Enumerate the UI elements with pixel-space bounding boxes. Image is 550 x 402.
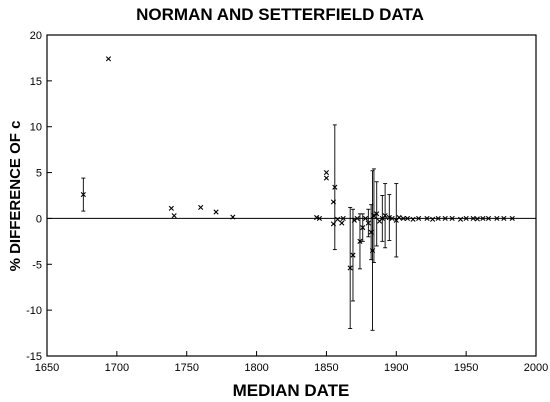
- data-point: [332, 184, 338, 190]
- data-point: [457, 216, 464, 222]
- x-tick-label: 1800: [244, 362, 268, 374]
- data-point: [389, 215, 395, 222]
- data-point: [474, 216, 480, 222]
- data-point: [80, 191, 86, 198]
- y-tick-label: -10: [26, 305, 42, 317]
- data-point: [354, 215, 360, 222]
- data-point: [330, 221, 337, 227]
- data-point: [340, 215, 346, 222]
- data-point: [386, 214, 392, 221]
- data-point: [509, 215, 515, 222]
- data-point: [374, 211, 380, 217]
- plot-area-frame: [46, 34, 537, 357]
- data-point: [382, 213, 388, 219]
- x-tick-label: 1850: [314, 362, 338, 374]
- data-point: [198, 204, 204, 211]
- x-tick-label: 1650: [35, 362, 59, 374]
- data-point: [480, 215, 486, 222]
- data-point: [485, 215, 492, 222]
- x-tick-label: 2000: [524, 362, 548, 374]
- data-point: [357, 238, 363, 244]
- y-tick-label: 0: [36, 213, 42, 225]
- data-point: [323, 175, 330, 181]
- data-point: [330, 199, 337, 205]
- x-tick-label: 1700: [105, 362, 129, 374]
- data-point: [362, 215, 369, 222]
- data-point: [365, 220, 371, 226]
- data-point: [369, 247, 376, 254]
- y-tick-label: 15: [30, 76, 42, 88]
- data-point: [213, 209, 219, 215]
- data-point: [105, 56, 112, 62]
- x-tick-label: 1900: [384, 362, 408, 374]
- axis-ticks-layer: 1650 1700 1750 1800 1850 1900 1950 2000 -15 -10 -5…: [26, 30, 548, 374]
- data-point: [350, 252, 356, 258]
- data-point: [323, 169, 330, 176]
- data-point: [442, 215, 448, 222]
- data-point: [430, 216, 436, 222]
- data-point: [470, 215, 476, 222]
- x-axis-label: MEDIAN DATE: [233, 381, 350, 400]
- data-point: [371, 213, 377, 219]
- chart-title: NORMAN AND SETTERFIELD DATA: [136, 5, 424, 24]
- y-tick-label: 5: [36, 168, 42, 180]
- data-point: [416, 215, 422, 222]
- data-point: [435, 215, 441, 222]
- data-point: [339, 220, 345, 226]
- error-bars-layer: [81, 124, 399, 331]
- data-point: [368, 229, 374, 235]
- data-point: [351, 217, 357, 223]
- x-tick-label: 1950: [454, 362, 478, 374]
- data-point: [347, 265, 353, 271]
- data-point: [400, 215, 406, 222]
- y-tick-label: 10: [30, 122, 42, 134]
- data-point: [424, 215, 430, 222]
- data-points-layer: [80, 56, 515, 271]
- data-point: [396, 214, 402, 221]
- x-tick-label: 1750: [174, 362, 198, 374]
- data-point: [501, 215, 507, 222]
- data-point: [404, 215, 411, 222]
- y-tick-label: 20: [30, 30, 42, 42]
- data-point: [230, 214, 236, 220]
- data-point: [494, 215, 500, 222]
- data-point: [335, 216, 341, 222]
- data-point: [171, 213, 177, 219]
- y-tick-label: -5: [32, 259, 42, 271]
- data-point: [314, 214, 320, 221]
- data-point: [463, 215, 469, 222]
- data-point: [316, 215, 323, 222]
- y-axis-label: % DIFFERENCE OF c: [7, 121, 24, 272]
- data-point: [168, 205, 174, 211]
- y-tick-label: -15: [26, 351, 42, 363]
- data-point: [360, 225, 366, 231]
- data-point: [410, 216, 416, 222]
- data-point: [449, 215, 455, 222]
